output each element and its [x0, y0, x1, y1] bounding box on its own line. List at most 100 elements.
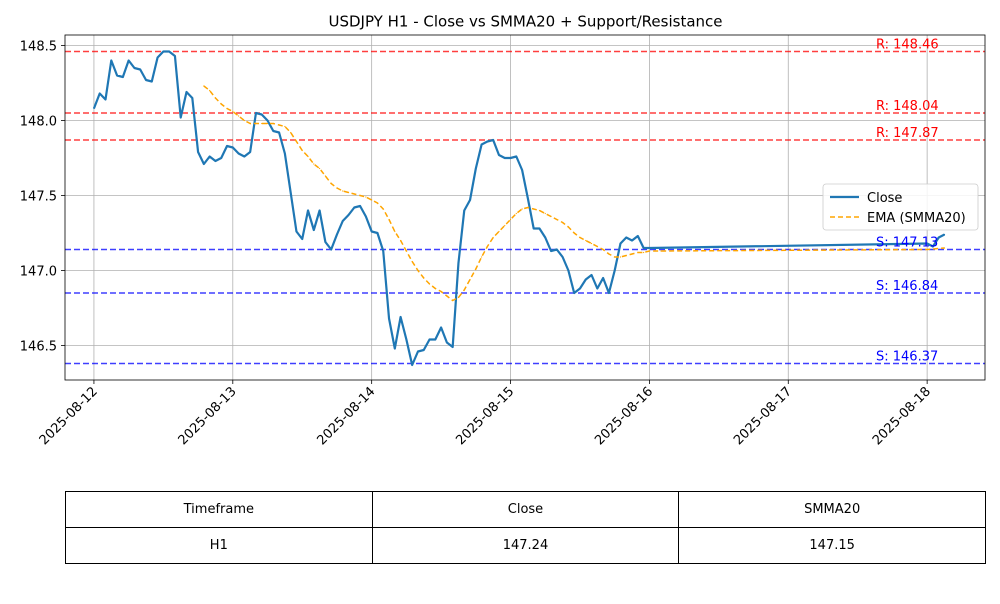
smma20-point — [371, 199, 373, 201]
smma20-point — [423, 277, 425, 279]
close-point — [428, 338, 431, 341]
close-point — [168, 50, 170, 53]
summary-header-row: Timeframe Close SMMA20 — [65, 491, 986, 528]
close-point — [359, 205, 361, 207]
smma20-point — [353, 193, 355, 195]
close-point — [515, 155, 517, 158]
smma20-point — [625, 254, 627, 257]
summary-header-timeframe: Timeframe — [65, 491, 373, 528]
close-point — [266, 119, 269, 122]
y-tick-label: 147.5 — [20, 190, 57, 205]
y-tick-label: 147.0 — [20, 265, 57, 280]
close-point — [562, 256, 564, 258]
smma20-point — [330, 182, 332, 185]
close-point — [608, 292, 610, 294]
close-point — [492, 139, 494, 141]
close-point — [371, 230, 373, 233]
close-point — [498, 154, 500, 156]
close-point — [504, 157, 506, 159]
close-point — [538, 227, 541, 230]
close-point — [434, 338, 436, 341]
x-tick-label: 2025-08-12 — [37, 384, 101, 448]
close-point — [619, 242, 622, 245]
close-point — [556, 248, 558, 251]
smma20-point — [608, 253, 610, 255]
smma20-point — [527, 206, 529, 209]
x-tick-label: 2025-08-17 — [731, 384, 795, 448]
smma20-point — [562, 221, 564, 224]
close-point — [643, 247, 645, 249]
close-point — [544, 236, 546, 239]
close-point — [295, 230, 298, 233]
smma20-point — [469, 278, 471, 281]
smma20-point — [544, 212, 546, 215]
close-point — [388, 317, 390, 320]
smma20-point — [579, 236, 581, 239]
smma20-point — [203, 85, 205, 87]
close-point — [533, 227, 535, 230]
close-point — [139, 68, 141, 71]
close-point — [590, 274, 593, 276]
smma20-point — [290, 131, 292, 134]
smma20-point — [556, 218, 558, 221]
close-point — [122, 76, 124, 78]
smma20-point — [214, 97, 217, 99]
close-point — [151, 80, 153, 83]
smma20-point — [382, 208, 384, 210]
close-point — [237, 152, 240, 155]
close-point — [440, 326, 442, 329]
smma20-point — [342, 190, 344, 192]
smma20-point — [619, 256, 622, 258]
smma20-point — [237, 115, 240, 117]
smma20-point — [550, 215, 552, 218]
summary-cell-close: 147.24 — [371, 527, 680, 564]
support-label: S: 146.84 — [876, 279, 938, 294]
close-point — [226, 145, 228, 147]
close-point — [185, 91, 188, 93]
smma20-point — [509, 218, 512, 221]
smma20-point — [481, 256, 483, 258]
close-point — [162, 50, 164, 53]
close-point — [475, 167, 477, 170]
smma20-point — [463, 289, 465, 291]
summary-header-close: Close — [371, 491, 680, 528]
summary-cell-smma20: 147.15 — [678, 527, 986, 564]
close-point — [648, 247, 651, 249]
close-point — [318, 209, 321, 212]
close-point — [347, 214, 350, 216]
close-point — [197, 151, 199, 153]
smma20-point — [405, 250, 407, 252]
smma20-point — [590, 242, 593, 245]
close-point — [567, 269, 570, 272]
smma20-point — [504, 224, 506, 227]
close-point — [307, 209, 309, 212]
smma20-point — [336, 187, 338, 189]
close-point — [423, 349, 425, 351]
close-point — [382, 250, 384, 252]
smma20-point — [602, 248, 604, 251]
smma20-point — [643, 251, 645, 254]
close-point — [614, 269, 616, 272]
x-tick-label: 2025-08-16 — [592, 384, 656, 448]
close-point — [550, 250, 552, 252]
close-point — [342, 220, 344, 222]
close-point — [272, 130, 274, 132]
smma20-point — [446, 295, 448, 297]
x-tick-label: 2025-08-18 — [870, 384, 934, 448]
close-point — [417, 350, 419, 353]
smma20-point — [394, 230, 396, 233]
close-point — [156, 56, 159, 59]
smma20-point — [307, 155, 309, 158]
close-point — [191, 97, 193, 99]
close-point — [376, 232, 379, 234]
smma20-point — [428, 283, 431, 285]
close-point — [602, 277, 604, 279]
close-point — [324, 241, 326, 243]
close-point — [203, 163, 205, 165]
summary-header-smma20: SMMA20 — [678, 491, 986, 528]
smma20-point — [226, 107, 228, 110]
close-point — [527, 197, 529, 200]
close-point — [463, 209, 465, 212]
smma20-point — [637, 251, 639, 254]
